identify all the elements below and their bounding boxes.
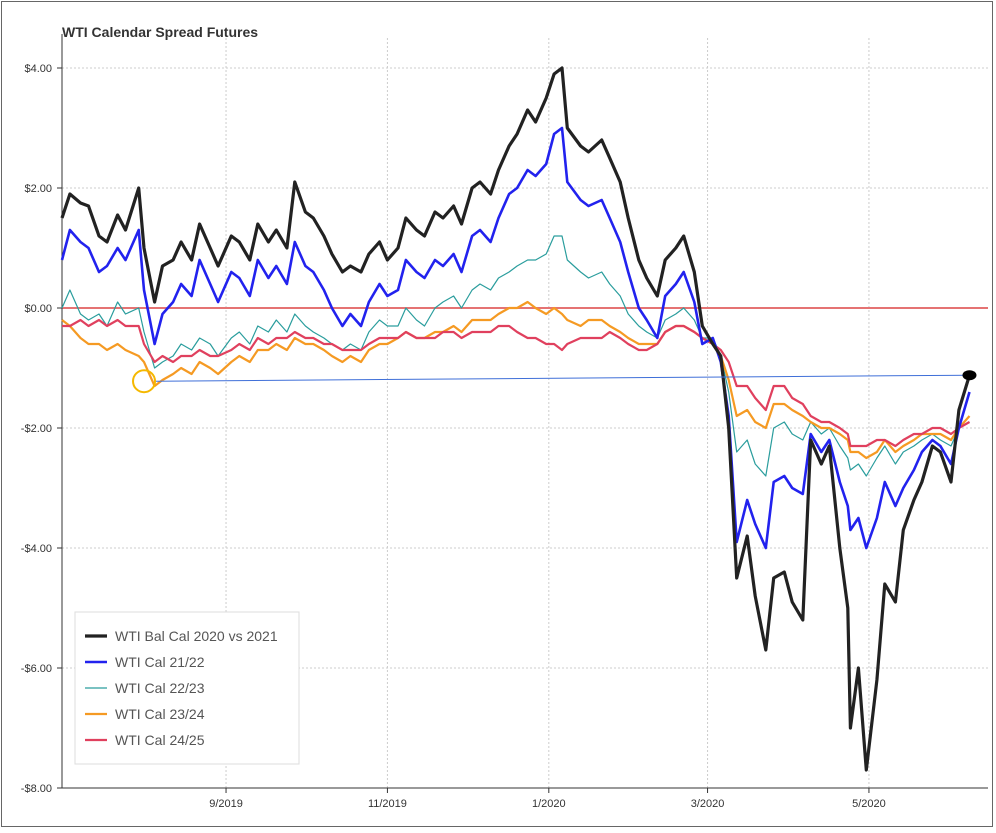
annotation-line bbox=[156, 374, 970, 382]
legend: WTI Bal Cal 2020 vs 2021 WTI Cal 21/22 WTI… bbox=[74, 611, 300, 765]
y-tick-label: $4.00 bbox=[24, 63, 52, 75]
series-line-3 bbox=[61, 235, 970, 477]
legend-label-4: WTI Cal 23/24 bbox=[115, 706, 205, 722]
chart-title: WTI Calendar Spread Futures bbox=[62, 24, 259, 40]
y-tick-label: -$4.00 bbox=[21, 543, 52, 555]
annotation bbox=[132, 369, 977, 394]
series-line-5 bbox=[62, 318, 971, 448]
y-tick-label: -$8.00 bbox=[21, 783, 52, 795]
y-tick-label: $2.00 bbox=[24, 183, 52, 195]
series-line-4 bbox=[61, 300, 971, 460]
annotation-start-circle bbox=[132, 369, 157, 394]
x-tick-label: 11/2019 bbox=[368, 798, 407, 810]
axes: $4.00 $2.00 $0.00 -$2.00 -$4.00 -$6.00 -$8.00 9… bbox=[21, 34, 988, 810]
annotation-end-dot bbox=[962, 370, 977, 381]
series-lines bbox=[60, 66, 972, 772]
x-tick-label: 5/2020 bbox=[852, 798, 886, 810]
series-line-2 bbox=[60, 126, 971, 550]
legend-label-1: WTI Bal Cal 2020 vs 2021 bbox=[115, 628, 278, 644]
grid bbox=[62, 38, 988, 789]
legend-box bbox=[74, 611, 300, 765]
legend-label-3: WTI Cal 22/23 bbox=[115, 680, 205, 696]
y-tick-label: -$6.00 bbox=[21, 663, 52, 675]
y-tick-label: -$2.00 bbox=[21, 423, 52, 435]
series-line-1 bbox=[60, 66, 972, 772]
x-tick-label: 9/2019 bbox=[209, 798, 243, 810]
legend-label-2: WTI Cal 21/22 bbox=[115, 654, 205, 670]
legend-label-5: WTI Cal 24/25 bbox=[115, 732, 205, 748]
x-tick-label: 1/2020 bbox=[532, 798, 566, 810]
y-tick-label: $0.00 bbox=[24, 303, 52, 315]
x-tick-label: 3/2020 bbox=[691, 798, 725, 810]
